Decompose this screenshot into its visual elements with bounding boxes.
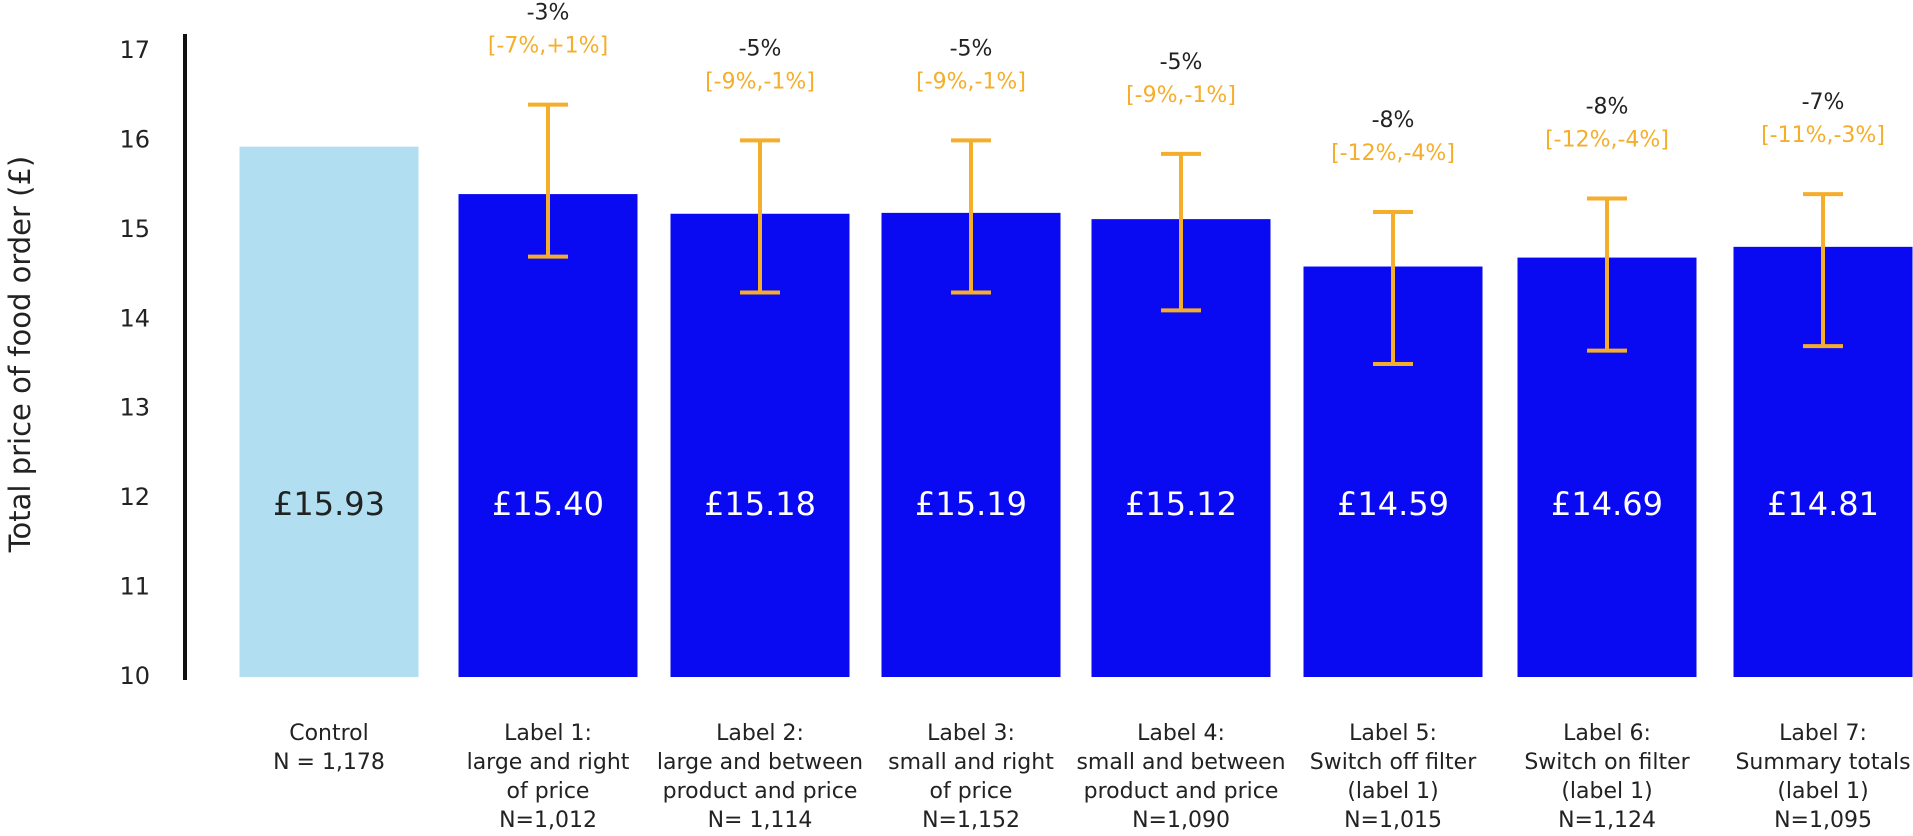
value-label: £14.69 [1551,485,1663,523]
value-label: £15.93 [273,485,385,523]
ci-label: [-7%,+1%] [488,34,608,59]
value-label: £15.40 [492,485,604,523]
x-tick-label: Label 7: [1779,721,1867,746]
value-label: £15.19 [915,485,1027,523]
value-label: £14.59 [1337,485,1449,523]
x-tick-label: Control [289,721,369,746]
x-tick-label: Summary totals [1735,750,1910,775]
x-tick-label: N=1,124 [1558,808,1656,833]
x-tick-label: product and price [663,779,858,804]
ci-label: [-11%,-3%] [1761,123,1885,148]
y-tick-label: 16 [119,125,150,153]
value-label: £15.12 [1125,485,1237,523]
change-label: -5% [1160,50,1203,75]
change-label: -8% [1372,108,1415,133]
y-tick-label: 17 [119,36,150,64]
y-tick-label: 13 [119,394,150,422]
x-tick-label: N=1,090 [1132,808,1230,833]
y-tick-label: 11 [119,573,150,601]
x-tick-label: N=1,095 [1774,808,1872,833]
x-tick-label: N=1,012 [499,808,597,833]
ci-label: [-12%,-4%] [1331,141,1455,166]
x-tick-label: product and price [1084,779,1279,804]
x-tick-label: Switch on filter [1524,750,1690,775]
x-tick-label: large and right [467,750,630,775]
x-tick-label: Label 6: [1563,721,1651,746]
x-tick-label: N=1,152 [922,808,1020,833]
ci-label: [-9%,-1%] [1126,83,1236,108]
bar [239,146,419,677]
x-tick-label: Label 2: [716,721,804,746]
y-axis-label: Total price of food order (£) [3,156,37,553]
bar [458,194,638,678]
change-label: -7% [1802,90,1845,115]
x-tick-label: N= 1,114 [708,808,813,833]
x-tick-label: Label 5: [1349,721,1437,746]
x-tick-label: small and right [888,750,1054,775]
y-tick-label: 10 [119,662,150,690]
x-tick-label: of price [930,779,1013,804]
y-tick-label: 15 [119,215,150,243]
y-tick-label: 14 [119,304,150,332]
x-tick-label: N = 1,178 [273,750,385,775]
x-tick-label: Label 1: [504,721,592,746]
ci-label: [-9%,-1%] [705,69,815,94]
x-tick-label: (label 1) [1561,779,1652,804]
change-label: -3% [527,1,570,26]
value-label: £14.81 [1767,485,1879,523]
x-tick-label: N=1,015 [1344,808,1442,833]
x-tick-label: of price [507,779,590,804]
value-label: £15.18 [704,485,816,523]
ci-label: [-9%,-1%] [916,69,1026,94]
x-tick-label: Label 3: [927,721,1015,746]
y-tick-label: 12 [119,483,150,511]
change-label: -5% [950,36,993,61]
x-tick-label: (label 1) [1777,779,1868,804]
x-tick-label: small and between [1076,750,1285,775]
change-label: -5% [739,36,782,61]
x-tick-label: large and between [657,750,863,775]
x-tick-label: Label 4: [1137,721,1225,746]
x-tick-label: (label 1) [1347,779,1438,804]
change-label: -8% [1586,95,1629,120]
x-tick-label: Switch off filter [1310,750,1477,775]
ci-label: [-12%,-4%] [1545,128,1669,153]
